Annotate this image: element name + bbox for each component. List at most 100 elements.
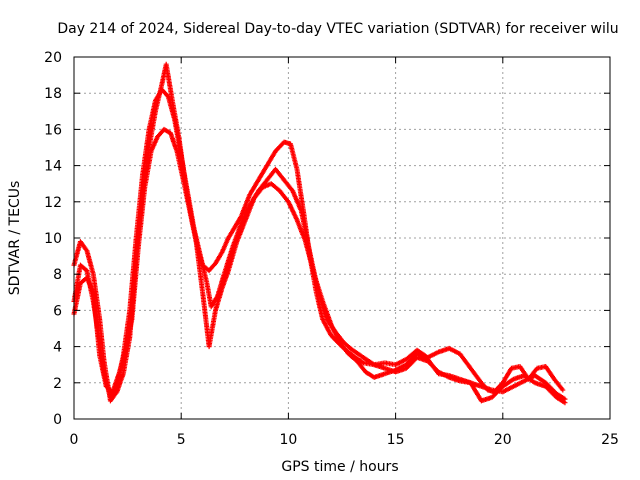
data-point (285, 199, 299, 221)
data-point (213, 251, 224, 266)
data-point (110, 372, 121, 395)
data-point (84, 248, 96, 276)
data-point (163, 61, 175, 104)
data-point (393, 362, 408, 373)
data-point (500, 377, 515, 389)
data-point (468, 380, 484, 403)
y-tick-label: 10 (44, 231, 62, 247)
data-point (273, 140, 286, 154)
data-point (165, 94, 177, 122)
data-point (553, 394, 567, 405)
data-point (360, 355, 376, 367)
data-point (84, 275, 96, 294)
data-point (77, 239, 89, 252)
data-point (180, 177, 192, 212)
y-tick-label: 16 (44, 122, 62, 138)
data-point (232, 215, 243, 230)
data-point (172, 117, 184, 158)
x-axis-title: GPS time / hours (281, 459, 398, 475)
x-tick-label: 0 (70, 432, 79, 448)
data-point (500, 384, 515, 395)
data-point (90, 289, 103, 357)
data-point (328, 322, 342, 345)
data-point (403, 356, 419, 371)
data-point (320, 298, 334, 326)
data-point (142, 150, 154, 190)
x-tick-label: 15 (387, 432, 405, 448)
data-point (234, 218, 248, 245)
data-point (457, 351, 473, 370)
y-tick-label: 12 (44, 195, 62, 211)
x-tick-label: 20 (494, 432, 512, 448)
y-tick-label: 14 (44, 159, 62, 175)
data-point (264, 149, 278, 169)
data-point (489, 385, 505, 400)
data-point (148, 135, 160, 154)
data-point (511, 379, 526, 389)
data-point (311, 271, 325, 303)
y-tick-label: 0 (53, 412, 62, 428)
data-point (532, 373, 547, 385)
chart-title: Day 214 of 2024, Sidereal Day-to-day VTE… (57, 21, 618, 37)
data-point (97, 353, 109, 388)
data-point (414, 351, 429, 362)
data-point (543, 380, 558, 396)
data-point (543, 364, 556, 381)
data-point (123, 318, 135, 353)
y-tick-label: 2 (53, 376, 62, 392)
data-point (425, 356, 441, 375)
data-point (345, 351, 359, 363)
data-point (127, 237, 139, 313)
data-point (146, 99, 158, 132)
data-point (221, 246, 235, 277)
data-point (543, 383, 558, 399)
data-point (251, 186, 265, 201)
data-point (174, 148, 186, 182)
x-tick-label: 25 (601, 432, 619, 448)
data-point (168, 130, 179, 153)
data-point (135, 186, 148, 250)
data-point (560, 387, 566, 393)
data-point (129, 246, 141, 322)
y-tick-label: 4 (53, 340, 62, 356)
data-point (161, 126, 172, 135)
tick-layer: 0 5 10 15 20 25 0 2 4 6 8 10 12 14 16 18 20 (44, 50, 619, 448)
data-series (71, 126, 568, 406)
data-point (521, 373, 537, 385)
data-point (140, 128, 152, 178)
data-point (206, 309, 218, 350)
data-layer (71, 61, 568, 406)
data-point (288, 141, 300, 171)
data-point (107, 390, 119, 404)
data-point (90, 271, 102, 321)
data-point (247, 178, 261, 198)
data-point (562, 400, 568, 406)
data-point (238, 193, 252, 219)
y-axis-title: SDTVAR / TECUs (7, 181, 23, 296)
data-point (354, 358, 368, 374)
y-tick-label: 18 (44, 86, 62, 102)
data-point (468, 365, 483, 385)
data-point (500, 367, 514, 386)
x-tick-label: 10 (279, 432, 297, 448)
data-point (320, 316, 334, 337)
data-point (290, 188, 304, 212)
data-point (193, 239, 205, 294)
y-tick-label: 6 (53, 303, 62, 319)
data-point (294, 217, 308, 243)
data-point (303, 239, 317, 276)
x-tick-label: 5 (177, 432, 186, 448)
data-point (553, 391, 567, 401)
data-point (363, 369, 376, 380)
data-point (281, 177, 295, 193)
data-point (219, 269, 231, 292)
y-tick-label: 8 (53, 267, 62, 283)
data-point (294, 166, 306, 212)
data-point (159, 87, 170, 99)
data-point (273, 166, 286, 182)
data-point (187, 208, 199, 243)
data-point (208, 294, 220, 310)
data-point (133, 173, 145, 241)
data-point (243, 197, 256, 223)
